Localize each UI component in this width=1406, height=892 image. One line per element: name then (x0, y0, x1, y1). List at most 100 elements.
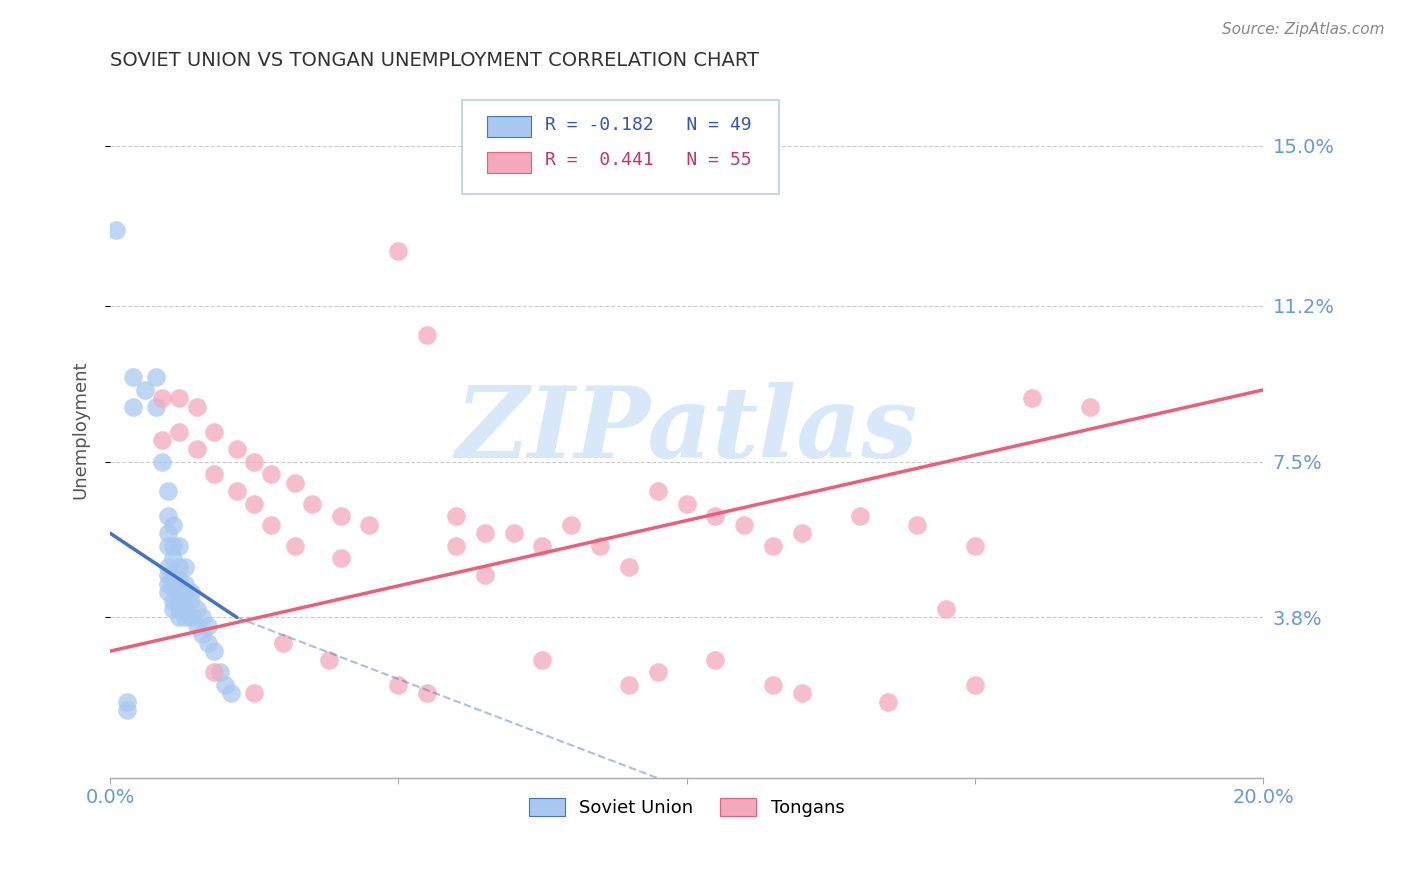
Point (156, 526, 179, 541)
Y-axis label: Unemployment: Unemployment (72, 360, 89, 500)
Point (186, 442, 208, 456)
Point (416, 328, 439, 343)
Point (704, 652, 727, 666)
Point (167, 610, 190, 624)
Point (167, 425, 190, 439)
Point (162, 539, 184, 553)
Point (963, 539, 986, 553)
Point (260, 517, 283, 532)
Point (359, 517, 381, 532)
Point (444, 509, 467, 524)
FancyBboxPatch shape (486, 152, 531, 173)
Point (162, 568, 184, 582)
Point (647, 665, 669, 680)
Point (474, 526, 496, 541)
Point (122, 370, 145, 384)
Point (156, 539, 179, 553)
Point (202, 425, 225, 439)
Point (150, 434, 173, 448)
Point (560, 517, 582, 532)
Point (191, 610, 214, 624)
Point (202, 644, 225, 658)
Point (260, 467, 283, 482)
Point (150, 454, 173, 468)
Point (186, 619, 208, 633)
Point (180, 593, 202, 607)
Point (145, 370, 167, 384)
Point (617, 560, 640, 574)
Point (1078, 400, 1101, 414)
Point (156, 568, 179, 582)
Point (202, 467, 225, 482)
Point (387, 244, 409, 258)
Point (589, 539, 612, 553)
Point (617, 678, 640, 692)
Point (283, 539, 305, 553)
Point (174, 576, 197, 591)
Point (208, 665, 231, 680)
Point (156, 509, 179, 524)
Point (243, 497, 266, 511)
Point (197, 636, 219, 650)
Point (329, 509, 352, 524)
Point (156, 585, 179, 599)
Point (162, 581, 184, 595)
Text: R =  0.441   N = 55: R = 0.441 N = 55 (544, 152, 751, 169)
Point (531, 539, 554, 553)
Point (117, 695, 139, 709)
Point (704, 509, 727, 524)
Point (122, 400, 145, 414)
Point (762, 539, 785, 553)
Point (271, 636, 294, 650)
Point (167, 392, 190, 406)
Point (156, 560, 179, 574)
Point (762, 678, 785, 692)
Point (167, 539, 190, 553)
Point (150, 392, 173, 406)
Point (877, 695, 900, 709)
Point (1021, 392, 1043, 406)
Point (502, 526, 524, 541)
Point (174, 590, 197, 604)
Point (243, 686, 266, 700)
Point (180, 585, 202, 599)
Point (531, 652, 554, 666)
Point (167, 573, 190, 587)
Point (145, 400, 167, 414)
Point (202, 665, 225, 680)
Point (191, 627, 214, 641)
Point (214, 678, 236, 692)
Point (243, 454, 266, 468)
Point (134, 383, 156, 397)
FancyBboxPatch shape (461, 100, 779, 194)
Point (935, 602, 957, 616)
Point (387, 678, 409, 692)
Point (963, 678, 986, 692)
Text: ZIPatlas: ZIPatlas (456, 382, 918, 478)
Point (156, 576, 179, 591)
Point (162, 602, 184, 616)
Point (225, 484, 247, 499)
Point (474, 568, 496, 582)
Point (104, 223, 127, 237)
Point (167, 560, 190, 574)
Point (416, 686, 439, 700)
Text: SOVIET UNION VS TONGAN UNEMPLOYMENT CORRELATION CHART: SOVIET UNION VS TONGAN UNEMPLOYMENT CORR… (110, 51, 759, 70)
Point (329, 551, 352, 566)
Point (117, 703, 139, 717)
Legend: Soviet Union, Tongans: Soviet Union, Tongans (522, 790, 852, 824)
Point (225, 442, 247, 456)
Point (444, 539, 467, 553)
Point (180, 610, 202, 624)
Point (167, 585, 190, 599)
Point (905, 517, 928, 532)
Point (162, 593, 184, 607)
Point (197, 619, 219, 633)
Text: Source: ZipAtlas.com: Source: ZipAtlas.com (1222, 22, 1385, 37)
Point (790, 526, 813, 541)
Point (167, 602, 190, 616)
Point (174, 602, 197, 616)
Point (283, 475, 305, 490)
Point (301, 497, 323, 511)
Point (790, 686, 813, 700)
